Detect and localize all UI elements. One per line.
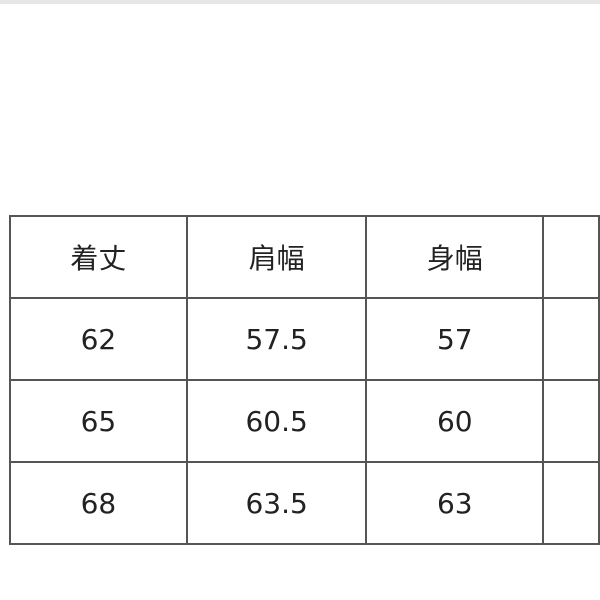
header-row: 着丈 肩幅 身幅 [9,215,600,299]
cell: 63.5 [185,461,368,545]
table-row: 65 60.5 60 [9,379,600,463]
cell: 63 [365,461,545,545]
cell: 65 [9,379,188,463]
header-length: 着丈 [9,215,188,299]
header-shoulder-width: 肩幅 [185,215,368,299]
cell: 60 [365,379,545,463]
cut-off-cell [542,297,600,381]
cut-off-cell [542,379,600,463]
cell: 60.5 [185,379,368,463]
table-row: 68 63.5 63 [9,461,600,545]
top-divider [0,0,600,4]
cell: 57.5 [185,297,368,381]
table-row: 62 57.5 57 [9,297,600,381]
cell: 57 [365,297,545,381]
header-body-width: 身幅 [365,215,545,299]
cut-off-cell [542,215,600,299]
cell: 68 [9,461,188,545]
size-table: 着丈 肩幅 身幅 62 57.5 57 65 60.5 60 68 63.5 6… [9,215,600,545]
cut-off-cell [542,461,600,545]
cell: 62 [9,297,188,381]
